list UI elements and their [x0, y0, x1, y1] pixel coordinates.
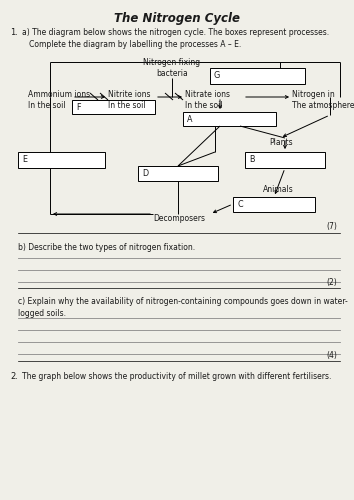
Text: Nitrate ions
In the soil: Nitrate ions In the soil: [185, 90, 230, 110]
Text: (2): (2): [326, 278, 337, 287]
Text: C: C: [237, 200, 242, 209]
Bar: [210, 68, 305, 84]
Text: Decomposers: Decomposers: [153, 214, 205, 223]
Text: Nitrite ions
In the soil: Nitrite ions In the soil: [108, 90, 150, 110]
Bar: [245, 152, 325, 168]
Text: c) Explain why the availability of nitrogen-containing compounds goes down in wa: c) Explain why the availability of nitro…: [18, 297, 348, 318]
Text: F: F: [76, 102, 80, 112]
Text: (4): (4): [326, 351, 337, 360]
Text: B: B: [249, 156, 255, 164]
Text: 1.: 1.: [10, 28, 18, 37]
Text: Nitrogen in
The atmosphere: Nitrogen in The atmosphere: [292, 90, 354, 110]
Text: E: E: [22, 156, 27, 164]
Bar: [138, 166, 218, 181]
Text: D: D: [142, 169, 148, 178]
Bar: [183, 112, 276, 126]
Text: (7): (7): [326, 222, 337, 231]
Bar: [233, 197, 315, 212]
Text: Nitrogen fixing
bacteria: Nitrogen fixing bacteria: [143, 58, 201, 78]
Bar: [72, 100, 155, 114]
Text: The graph below shows the productivity of millet grown with different fertiliser: The graph below shows the productivity o…: [22, 372, 331, 381]
Text: G: G: [214, 72, 220, 80]
Text: b) Describe the two types of nitrogen fixation.: b) Describe the two types of nitrogen fi…: [18, 243, 195, 252]
Text: Plants: Plants: [269, 138, 293, 147]
Text: a) The diagram below shows the nitrogen cycle. The boxes represent processes.
  : a) The diagram below shows the nitrogen …: [22, 28, 329, 49]
Text: 2.: 2.: [10, 372, 18, 381]
Text: The Nitrogen Cycle: The Nitrogen Cycle: [114, 12, 240, 25]
Text: Ammonium ions
In the soil: Ammonium ions In the soil: [28, 90, 90, 110]
Text: A: A: [187, 114, 193, 124]
Text: Animals: Animals: [263, 185, 294, 194]
Bar: [18, 152, 105, 168]
